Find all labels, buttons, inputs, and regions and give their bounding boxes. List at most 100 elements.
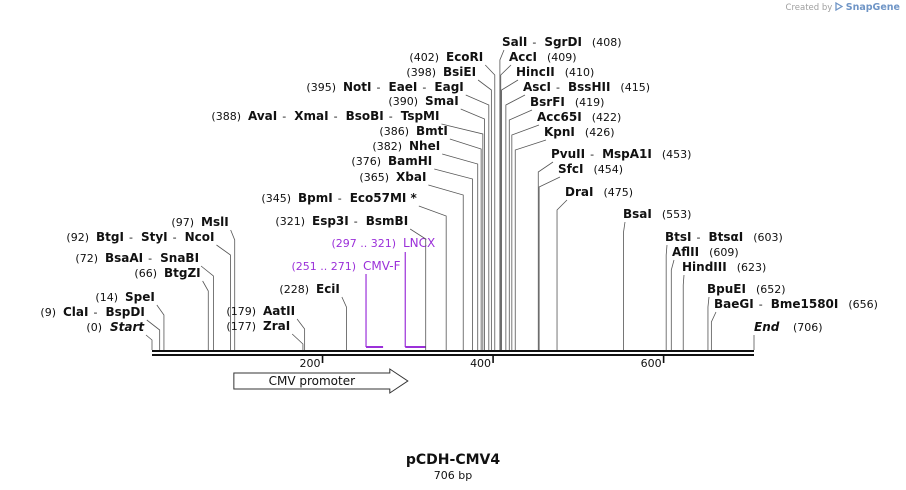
site-leader xyxy=(501,79,519,350)
site-name: AvaI xyxy=(248,109,277,123)
site-esp3i: Esp3I - BsmBI (321) xyxy=(275,214,427,350)
site-position: (408) xyxy=(592,36,622,49)
site-separator: - xyxy=(422,81,426,94)
site-separator: - xyxy=(334,110,338,123)
site-name: BtsαI xyxy=(709,230,744,244)
site-separator: - xyxy=(389,110,393,123)
site-name: Bme1580I xyxy=(771,297,839,311)
site-leader xyxy=(505,94,526,350)
site-position: (454) xyxy=(593,163,623,176)
site-bamhi: BamHI (376) xyxy=(351,154,474,350)
site-leader xyxy=(146,319,161,350)
end-position: (706) xyxy=(793,321,823,334)
site-bsiei: BsiEI (398) xyxy=(406,65,492,350)
site-name: BpuEI xyxy=(707,282,746,296)
site-sfci: SfcI (454) xyxy=(538,162,623,350)
site-name: EcoRI xyxy=(446,50,483,64)
site-sali: SalI - SgrDI (408) xyxy=(499,35,622,350)
plasmid-name: pCDH-CMV4 xyxy=(405,452,501,468)
site-position: (609) xyxy=(709,246,739,259)
start-leader xyxy=(145,334,153,350)
site-leader xyxy=(418,205,447,350)
site-leader xyxy=(499,49,505,350)
ruler-tick-label: 600 xyxy=(641,357,662,370)
site-position: (426) xyxy=(585,126,615,139)
site-leader xyxy=(465,94,490,350)
site-name: SpeI xyxy=(125,290,155,304)
site-name: BsaAI xyxy=(105,251,143,265)
site-avai: AvaI - XmaI - BsoBI - TspMI(388) xyxy=(211,109,484,350)
site-name: XmaI xyxy=(294,109,328,123)
site-name: NcoI xyxy=(185,230,215,244)
start-marker: Start (0) xyxy=(86,320,153,350)
site-leader xyxy=(202,280,209,350)
site-name: EagI xyxy=(434,80,463,94)
site-name: XbaI xyxy=(396,170,426,184)
site-btsi: BtsI - BtsαI (603) xyxy=(665,230,783,350)
snapgene-logo-icon xyxy=(835,1,844,12)
site-position: (179) xyxy=(226,305,256,318)
site-leader xyxy=(434,168,474,350)
credit-text: Created by xyxy=(785,3,833,13)
site-name: NotI xyxy=(343,80,372,94)
site-acc65i: Acc65I (422) xyxy=(511,110,621,350)
site-leader xyxy=(500,64,512,350)
site-separator: - xyxy=(338,192,342,205)
site-leader xyxy=(508,109,533,350)
site-pvuii: PvuII - MspA1I (453) xyxy=(537,147,691,350)
site-name: MspA1I xyxy=(602,147,652,161)
site-name: BsoBI xyxy=(346,109,384,123)
site-smai: SmaI (390) xyxy=(388,94,485,350)
site-separator: - xyxy=(93,306,97,319)
site-noti: NotI - EaeI - EagI(395) xyxy=(306,80,490,350)
ruler-tick-label: 400 xyxy=(470,357,491,370)
site-name: HindIII xyxy=(682,260,727,274)
site-name: AccI xyxy=(509,50,537,64)
site-leader xyxy=(460,108,485,350)
site-name: BtgZI xyxy=(164,266,201,280)
site-position: (410) xyxy=(565,66,595,79)
site-separator: - xyxy=(590,148,594,161)
end-label: End xyxy=(754,320,780,334)
site-position: (321) xyxy=(275,215,305,228)
site-bsai: BsaI (553) xyxy=(623,207,691,350)
site-btgzi: BtgZI (66) xyxy=(134,266,209,350)
site-position: (386) xyxy=(379,125,409,138)
site-bmti: BmtI (386) xyxy=(379,124,482,350)
site-leader xyxy=(200,265,214,350)
site-position: (9) xyxy=(40,306,56,319)
site-position: (603) xyxy=(753,231,783,244)
site-name: SfcI xyxy=(558,162,583,176)
site-separator: - xyxy=(532,36,536,49)
site-name: EciI xyxy=(316,282,340,296)
site-name: TspMI xyxy=(401,109,440,123)
primer-range: (297 .. 321) xyxy=(331,237,396,250)
site-aflii: AflII (609) xyxy=(670,245,739,350)
site-position: (228) xyxy=(279,283,309,296)
end-marker: End (706) xyxy=(753,320,823,350)
site-name: Esp3I xyxy=(312,214,349,228)
site-leader xyxy=(537,161,554,350)
site-position: (177) xyxy=(226,320,256,333)
site-position: (388) xyxy=(211,110,241,123)
site-name: AscI xyxy=(523,80,551,94)
site-separator: - xyxy=(377,81,381,94)
site-position: (409) xyxy=(547,51,577,64)
site-name: HincII xyxy=(516,65,555,79)
site-bpuei: BpuEI (652) xyxy=(707,282,786,350)
site-leader xyxy=(291,333,304,350)
site-name: EaeI xyxy=(389,80,418,94)
site-name: SgrDI xyxy=(544,35,582,49)
site-baegi: BaeGI - Bme1580I (656) xyxy=(710,297,878,350)
site-position: (390) xyxy=(388,95,418,108)
site-leader xyxy=(710,311,717,350)
site-position: (415) xyxy=(620,81,650,94)
site-leader xyxy=(442,153,479,350)
site-leader xyxy=(216,244,231,350)
site-name: BamHI xyxy=(388,154,432,168)
site-position: (14) xyxy=(95,291,118,304)
site-leader xyxy=(670,259,675,350)
site-name: BsaI xyxy=(623,207,652,221)
site-name: BtsI xyxy=(665,230,692,244)
